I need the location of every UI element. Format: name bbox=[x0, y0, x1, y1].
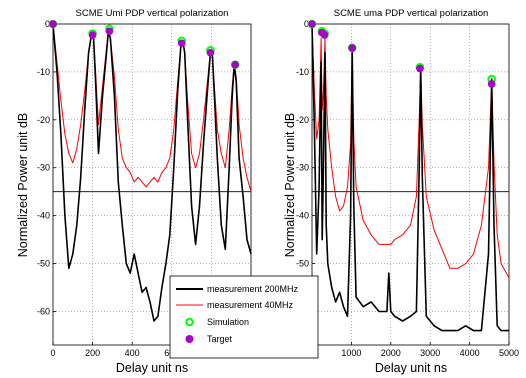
y-tick-label: -10 bbox=[37, 67, 50, 77]
target-marker bbox=[416, 64, 424, 73]
x-tick-label: 400 bbox=[125, 348, 140, 358]
target-marker bbox=[320, 31, 329, 39]
legend-label-target: Target bbox=[207, 334, 233, 344]
target-marker bbox=[177, 39, 186, 47]
legend-swatch-simulation bbox=[185, 317, 194, 327]
x-tick-label: 0 bbox=[50, 348, 55, 358]
x-tick-label: 3000 bbox=[420, 348, 440, 358]
y-tick-label: -50 bbox=[296, 259, 309, 269]
x-tick-label: 200 bbox=[85, 348, 100, 358]
legend-label-40mhz: measurement 40MHz bbox=[207, 300, 294, 310]
y-tick-label: -50 bbox=[37, 259, 50, 269]
umi-pdp-panel: SCME Umi PDP vertical polarization Norma… bbox=[16, 8, 261, 375]
legend-label-simulation: Simulation bbox=[207, 317, 249, 327]
x-tick-label: 4000 bbox=[460, 348, 480, 358]
y-axis-label: Normalized Power unit dB bbox=[283, 113, 297, 258]
target-marker bbox=[308, 20, 316, 28]
x-axis-label: Delay unit ns bbox=[375, 361, 447, 375]
target-marker bbox=[88, 31, 97, 39]
x-tick-label: 1000 bbox=[341, 348, 361, 358]
target-marker bbox=[206, 48, 215, 57]
y-tick-label: -40 bbox=[37, 211, 50, 221]
chart-title: SCME uma PDP vertical polarization bbox=[334, 8, 489, 19]
y-tick-label: -60 bbox=[37, 306, 50, 316]
y-tick-label: -20 bbox=[296, 115, 309, 125]
y-tick-label: -20 bbox=[37, 115, 50, 125]
x-tick-label: 2000 bbox=[381, 348, 401, 358]
y-tick-label: -40 bbox=[296, 211, 309, 221]
target-marker bbox=[49, 20, 57, 28]
y-tick-label: -10 bbox=[296, 67, 309, 77]
uma-pdp-panel: SCME uma PDP vertical polarization Norma… bbox=[283, 8, 519, 375]
y-tick-label: 0 bbox=[304, 19, 309, 29]
y-tick-label: -30 bbox=[296, 163, 309, 173]
series-line-200mhz bbox=[311, 23, 509, 332]
legend-swatch-target bbox=[185, 335, 194, 343]
x-axis-label: Delay unit ns bbox=[116, 361, 188, 375]
chart-title: SCME Umi PDP vertical polarization bbox=[76, 8, 229, 19]
target-marker bbox=[348, 44, 356, 52]
y-axis-label: Normalized Power unit dB bbox=[16, 113, 30, 258]
target-marker bbox=[105, 27, 114, 35]
y-tick-label: 0 bbox=[45, 19, 50, 29]
x-tick-label: 5000 bbox=[499, 348, 519, 358]
plot-area bbox=[311, 23, 510, 346]
target-marker bbox=[487, 80, 496, 88]
target-marker bbox=[231, 60, 239, 69]
legend: measurement 200MHz measurement 40MHz Sim… bbox=[169, 275, 319, 359]
series-line-200mhz bbox=[52, 23, 252, 322]
y-tick-label: -30 bbox=[37, 163, 50, 173]
legend-label-200mhz: measurement 200MHz bbox=[207, 284, 299, 294]
